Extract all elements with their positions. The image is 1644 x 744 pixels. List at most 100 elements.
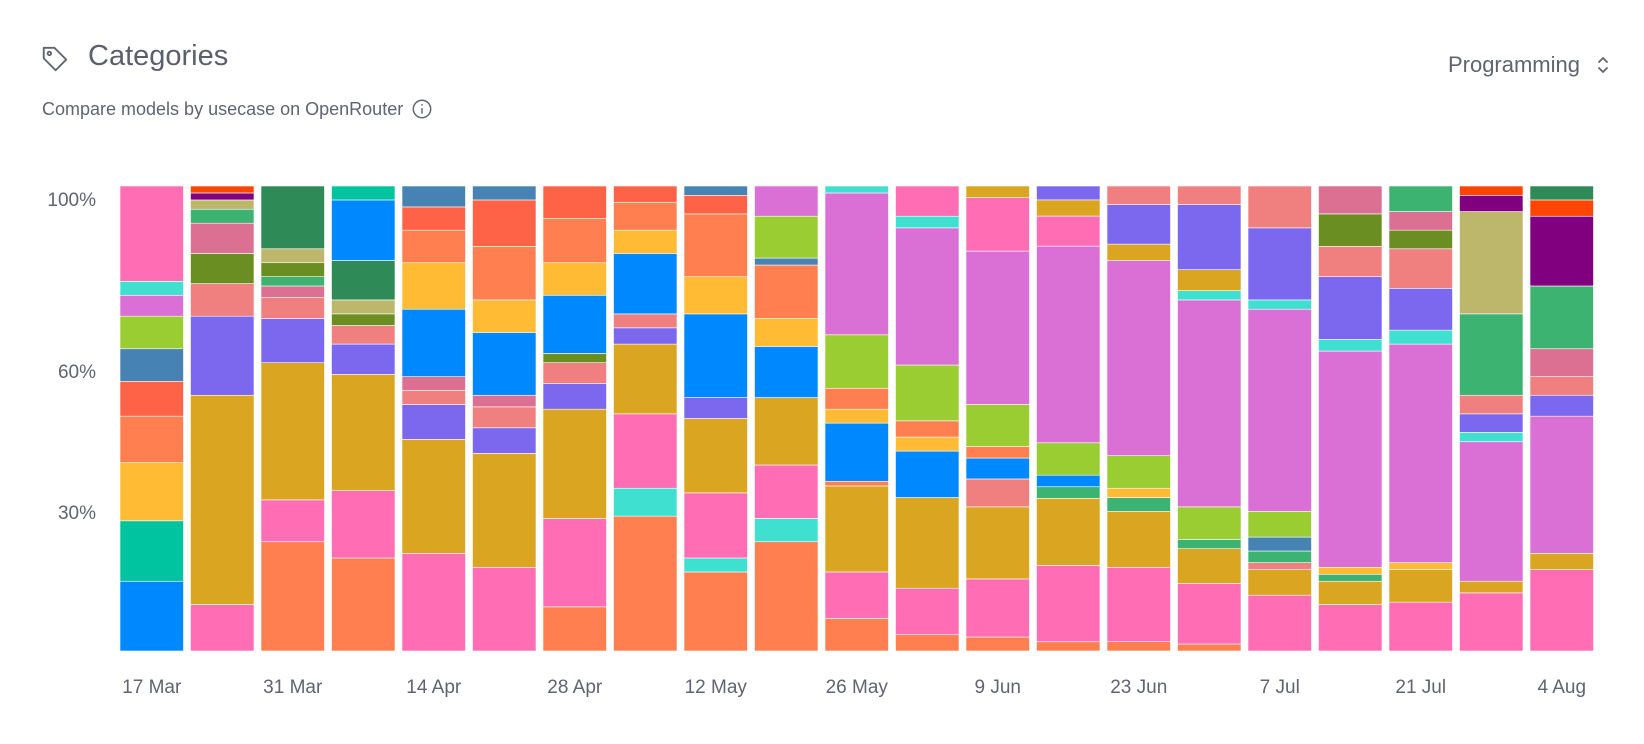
bar-segment[interactable] — [1036, 215, 1101, 247]
bar-segment[interactable] — [119, 294, 184, 317]
bar-week-20[interactable] — [1529, 185, 1594, 652]
bar-segment[interactable] — [683, 276, 748, 315]
bar-segment[interactable] — [754, 397, 819, 466]
bar-segment[interactable] — [1529, 553, 1594, 570]
bar-segment[interactable] — [895, 185, 960, 217]
bar-segment[interactable] — [1459, 580, 1524, 594]
bar-segment[interactable] — [331, 199, 396, 261]
bar-segment[interactable] — [613, 327, 678, 345]
bar-segment[interactable] — [895, 450, 960, 498]
bar-segment[interactable] — [260, 499, 325, 543]
bar-segment[interactable] — [1247, 185, 1312, 229]
bar-segment[interactable] — [472, 199, 537, 247]
bar-segment[interactable] — [824, 192, 889, 336]
bar-segment[interactable] — [1459, 195, 1524, 212]
bar-segment[interactable] — [1106, 185, 1171, 205]
category-select[interactable]: Programming — [1448, 52, 1612, 78]
bar-segment[interactable] — [613, 487, 678, 517]
bar-segment[interactable] — [965, 636, 1030, 652]
bar-segment[interactable] — [1459, 313, 1524, 396]
bar-segment[interactable] — [754, 185, 819, 217]
bar-segment[interactable] — [401, 229, 466, 264]
bar-segment[interactable] — [472, 185, 537, 201]
bar-segment[interactable] — [1177, 583, 1242, 645]
bar-segment[interactable] — [683, 397, 748, 419]
bar-segment[interactable] — [542, 262, 607, 296]
bar-segment[interactable] — [472, 453, 537, 568]
bar-segment[interactable] — [824, 571, 889, 619]
bar-segment[interactable] — [965, 404, 1030, 447]
bar-segment[interactable] — [824, 334, 889, 389]
bar-segment[interactable] — [1318, 246, 1383, 277]
bar-segment[interactable] — [1529, 394, 1594, 417]
bar-segment[interactable] — [683, 185, 748, 196]
bar-segment[interactable] — [401, 553, 466, 652]
bar-segment[interactable] — [965, 506, 1030, 580]
bar-segment[interactable] — [1177, 539, 1242, 550]
bar-segment[interactable] — [683, 213, 748, 277]
bar-segment[interactable] — [1318, 350, 1383, 568]
bar-week-9[interactable] — [754, 185, 819, 652]
bar-segment[interactable] — [1036, 199, 1101, 217]
bar-segment[interactable] — [1459, 432, 1524, 443]
bar-segment[interactable] — [401, 404, 466, 440]
bar-segment[interactable] — [965, 185, 1030, 198]
bar-segment[interactable] — [119, 185, 184, 282]
bar-segment[interactable] — [895, 436, 960, 452]
bar-segment[interactable] — [542, 606, 607, 652]
bar-segment[interactable] — [1247, 569, 1312, 596]
bar-segment[interactable] — [190, 199, 255, 210]
bar-week-5[interactable] — [472, 185, 537, 652]
bar-segment[interactable] — [1106, 497, 1171, 512]
bar-week-18[interactable] — [1388, 185, 1453, 652]
bar-segment[interactable] — [895, 587, 960, 636]
bar-segment[interactable] — [260, 362, 325, 501]
bar-segment[interactable] — [1388, 211, 1453, 231]
bar-segment[interactable] — [1529, 185, 1594, 201]
bar-segment[interactable] — [965, 250, 1030, 405]
bar-segment[interactable] — [401, 185, 466, 208]
bar-segment[interactable] — [1036, 185, 1101, 201]
bar-segment[interactable] — [1529, 215, 1594, 287]
bar-segment[interactable] — [1106, 641, 1171, 652]
bar-week-17[interactable] — [1318, 185, 1383, 652]
bar-segment[interactable] — [683, 418, 748, 494]
bar-segment[interactable] — [331, 299, 396, 315]
bar-segment[interactable] — [754, 518, 819, 543]
bar-segment[interactable] — [401, 308, 466, 377]
bar-segment[interactable] — [1529, 348, 1594, 377]
bar-segment[interactable] — [1318, 339, 1383, 352]
bar-segment[interactable] — [965, 457, 1030, 480]
bar-segment[interactable] — [190, 208, 255, 224]
bar-segment[interactable] — [824, 408, 889, 424]
bar-segment[interactable] — [260, 297, 325, 319]
bar-segment[interactable] — [119, 380, 184, 417]
bar-segment[interactable] — [1036, 565, 1101, 643]
bar-segment[interactable] — [1036, 442, 1101, 476]
bar-segment[interactable] — [1388, 562, 1453, 570]
bar-segment[interactable] — [613, 343, 678, 415]
bar-segment[interactable] — [190, 283, 255, 317]
bar-segment[interactable] — [1459, 413, 1524, 433]
bar-segment[interactable] — [1177, 506, 1242, 540]
bar-segment[interactable] — [1318, 573, 1383, 582]
bar-segment[interactable] — [1247, 308, 1312, 512]
bar-week-14[interactable] — [1106, 185, 1171, 652]
bar-segment[interactable] — [1036, 641, 1101, 652]
bar-week-0[interactable] — [119, 185, 184, 652]
bar-segment[interactable] — [260, 262, 325, 277]
bar-segment[interactable] — [754, 318, 819, 347]
bar-segment[interactable] — [613, 515, 678, 652]
bar-segment[interactable] — [119, 348, 184, 382]
bar-segment[interactable] — [260, 276, 325, 287]
bar-segment[interactable] — [1036, 486, 1101, 499]
bar-week-1[interactable] — [190, 185, 255, 652]
bar-segment[interactable] — [754, 346, 819, 398]
bar-segment[interactable] — [1459, 185, 1524, 196]
bar-segment[interactable] — [895, 364, 960, 422]
bar-segment[interactable] — [1177, 643, 1242, 652]
bar-segment[interactable] — [613, 253, 678, 315]
bar-segment[interactable] — [1318, 580, 1383, 605]
bar-segment[interactable] — [260, 318, 325, 363]
bar-segment[interactable] — [542, 383, 607, 410]
